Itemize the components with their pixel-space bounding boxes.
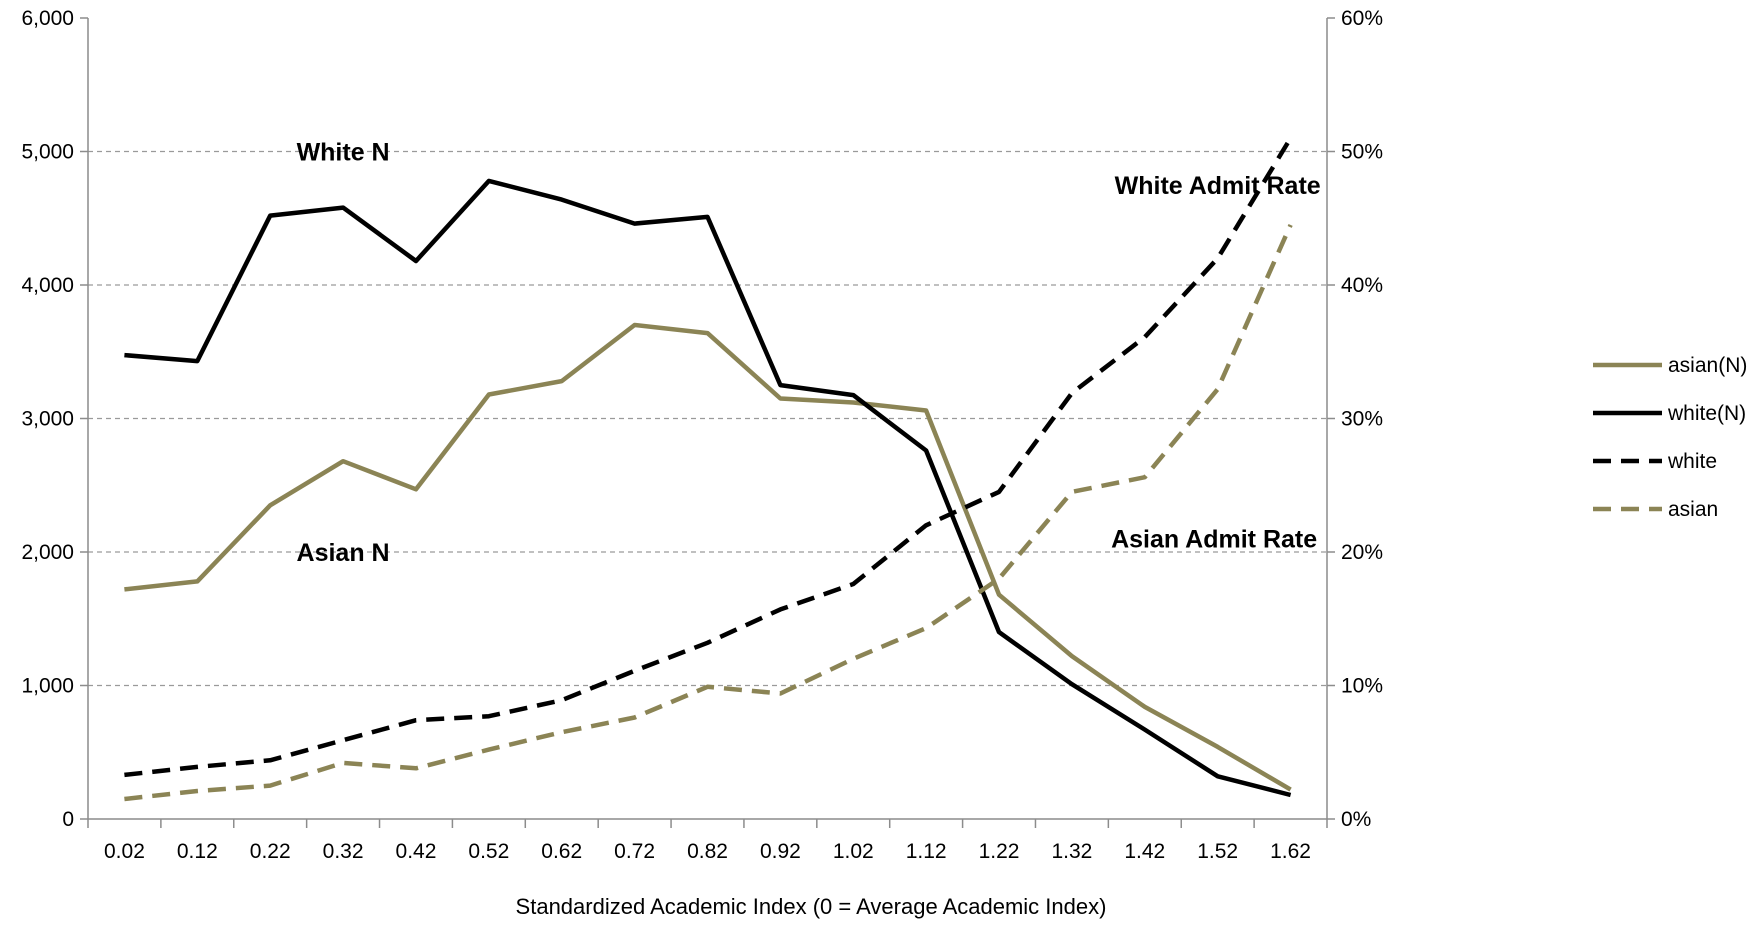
- annotations: White N Asian N White Admit Rate Asian Admi…: [297, 139, 1321, 568]
- axes: 0 1,000 2,000 3,000 4,000 5,000 6,000 0% 10% 20% 3…: [21, 7, 1383, 863]
- x-tick-label: 1.12: [906, 840, 947, 863]
- x-tick-label: 0.92: [760, 840, 801, 863]
- x-tick-label: 0.62: [541, 840, 582, 863]
- x-tick-label: 0.32: [323, 840, 364, 863]
- annotation-label: Asian Admit Rate: [1111, 526, 1317, 554]
- series-line-white: [124, 136, 1293, 778]
- x-tick-label: 1.62: [1270, 840, 1311, 863]
- x-tick-label: 1.42: [1124, 840, 1165, 863]
- legend-label: white(N): [1667, 402, 1746, 425]
- annotation-label: White Admit Rate: [1115, 172, 1321, 200]
- gridlines: [88, 150, 1327, 687]
- y-left-tick-label: 0: [62, 808, 74, 831]
- y-right-tick-label: 30%: [1341, 408, 1383, 431]
- x-axis-title: Standardized Academic Index (0 = Average…: [516, 894, 1107, 919]
- x-tick-label: 0.52: [468, 840, 509, 863]
- x-tick-label: 0.72: [614, 840, 655, 863]
- y-left-tick-label: 3,000: [21, 408, 74, 431]
- x-tick-label: 0.42: [396, 840, 437, 863]
- x-tick-label: 0.12: [177, 840, 218, 863]
- y-left-tick-label: 2,000: [21, 541, 74, 564]
- y-left-tick-label: 4,000: [21, 274, 74, 297]
- legend-label: asian(N): [1668, 354, 1747, 377]
- legend-label: white: [1667, 450, 1717, 473]
- x-tick-label: 0.22: [250, 840, 291, 863]
- annotation-label: White N: [297, 139, 390, 167]
- legend: asian(N) white(N) white asian: [1593, 354, 1747, 521]
- x-tick-label: 0.02: [104, 840, 145, 863]
- y-right-tick-label: 0%: [1341, 808, 1371, 831]
- y-right-tick-label: 50%: [1341, 141, 1383, 164]
- series-line-asian: [124, 223, 1293, 802]
- y-left-tick-label: 1,000: [21, 675, 74, 698]
- y-right-tick-label: 60%: [1341, 7, 1383, 30]
- series-line-whiten: [124, 178, 1292, 798]
- x-tick-label: 1.22: [979, 840, 1020, 863]
- x-tick-label: 1.52: [1197, 840, 1238, 863]
- y-right-tick-label: 10%: [1341, 675, 1383, 698]
- series-lines: [124, 136, 1293, 802]
- y-left-tick-label: 6,000: [21, 7, 74, 30]
- x-tick-label: 0.82: [687, 840, 728, 863]
- annotation-label: Asian N: [297, 539, 390, 567]
- x-tick-label: 1.02: [833, 840, 874, 863]
- y-right-tick-label: 40%: [1341, 274, 1383, 297]
- y-left-tick-label: 5,000: [21, 141, 74, 164]
- series-line-asiann: [124, 322, 1292, 792]
- y-right-tick-label: 20%: [1341, 541, 1383, 564]
- x-tick-label: 1.32: [1051, 840, 1092, 863]
- legend-label: asian: [1668, 498, 1718, 521]
